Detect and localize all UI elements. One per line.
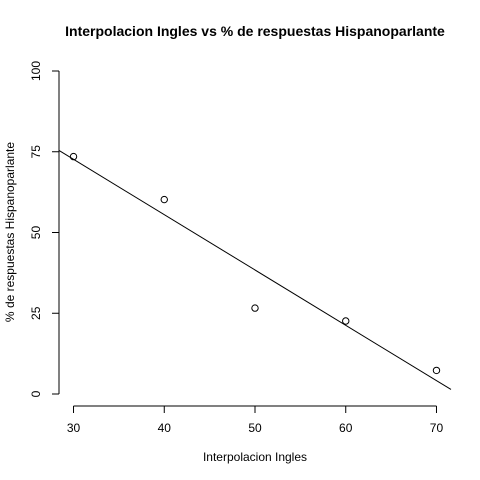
x-tick-label: 30 xyxy=(67,421,81,435)
x-tick-label: 60 xyxy=(339,421,353,435)
regression-line-group xyxy=(58,150,452,390)
y-tick-label: 25 xyxy=(29,306,43,320)
data-point xyxy=(160,195,168,204)
x-axis-label: Interpolacion Ingles xyxy=(203,450,307,464)
x-axis: 30 40 50 60 70 xyxy=(67,405,444,435)
y-tick-label: 75 xyxy=(29,145,43,159)
x-tick-label: 70 xyxy=(430,421,444,435)
data-point xyxy=(432,366,441,375)
y-axis-label: % de respuestas Hispanoparlante xyxy=(3,142,17,322)
y-tick-label: 100 xyxy=(29,61,43,81)
chart-title: Interpolacion Ingles vs % de respuestas … xyxy=(65,23,445,39)
data-point xyxy=(251,304,259,312)
data-points xyxy=(69,152,441,375)
y-tick-label: 50 xyxy=(29,226,43,240)
x-tick-label: 50 xyxy=(248,421,262,435)
y-tick-label: 0 xyxy=(29,390,43,397)
regression-line xyxy=(58,150,452,390)
x-tick-label: 40 xyxy=(158,421,172,435)
data-point xyxy=(69,152,78,161)
y-axis: 0 25 50 75 100 xyxy=(29,61,60,397)
data-point xyxy=(342,317,350,325)
